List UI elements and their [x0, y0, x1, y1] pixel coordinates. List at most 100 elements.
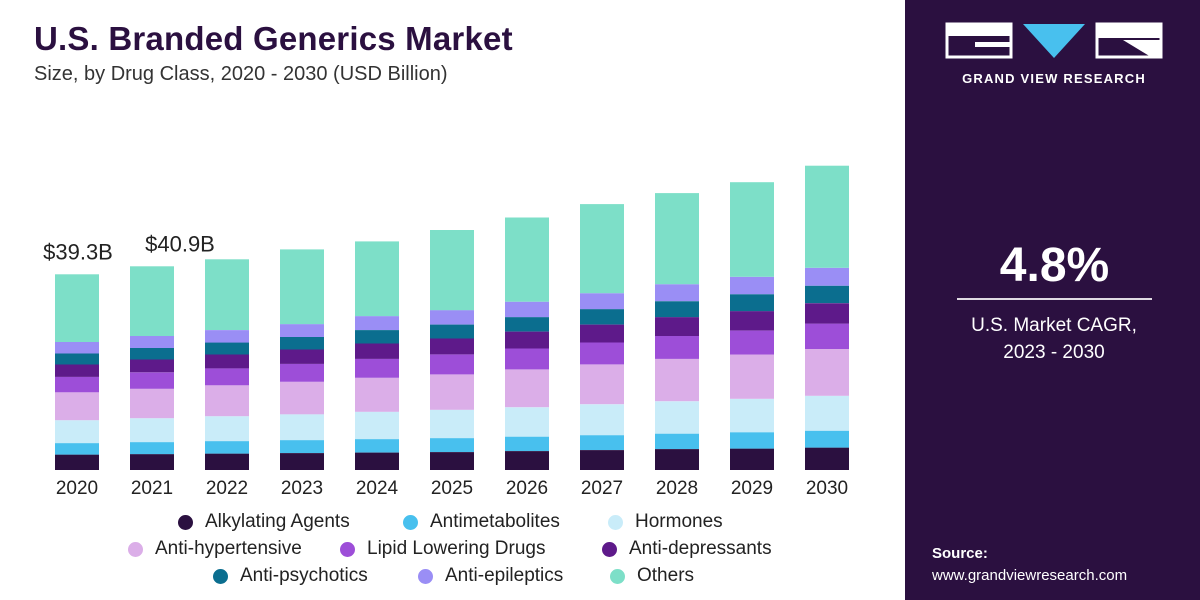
bar-segment-2024-6	[355, 330, 399, 344]
bar-segment-2020-5	[55, 364, 99, 377]
bar-segment-2021-5	[130, 359, 174, 373]
source-label: Source:	[932, 545, 988, 562]
legend-label: Anti-epileptics	[445, 565, 564, 586]
bar-segment-2027-4	[580, 342, 624, 365]
bar-segment-2025-0	[430, 452, 474, 470]
bar-segment-2024-7	[355, 316, 399, 330]
bar-segment-2028-3	[655, 358, 699, 402]
bar-segment-2030-1	[805, 430, 849, 448]
bar-segment-2029-3	[730, 354, 774, 399]
bar-segment-2022-8	[205, 259, 249, 330]
bar-segment-2023-2	[280, 414, 324, 441]
legend-item: Anti-epileptics	[418, 565, 563, 587]
bar-segment-2023-1	[280, 440, 324, 453]
cagr-label: U.S. Market CAGR, 2023 - 2030	[945, 312, 1163, 366]
bar-segment-2026-6	[505, 317, 549, 332]
bar-segment-2030-8	[805, 165, 849, 268]
bar-segment-2028-7	[655, 284, 699, 302]
x-tick-label: 2023	[281, 478, 323, 499]
bar-segment-2023-0	[280, 453, 324, 470]
cagr-value: 4.8%	[999, 239, 1110, 292]
legend-item: Anti-hypertensive	[128, 538, 302, 560]
legend-label: Anti-depressants	[629, 538, 772, 559]
bar-segment-2026-8	[505, 217, 549, 302]
legend-label: Hormones	[635, 511, 723, 532]
bar-segment-2030-3	[805, 349, 849, 396]
bar-segment-2024-1	[355, 439, 399, 453]
legend-swatch-icon	[610, 568, 625, 584]
bar-segment-2028-5	[655, 317, 699, 336]
bar-segment-2020-4	[55, 376, 99, 393]
legend-swatch-icon	[128, 541, 143, 557]
x-tick-label: 2026	[506, 478, 548, 499]
bar-segment-2021-4	[130, 372, 174, 389]
bar-segment-2025-8	[430, 230, 474, 311]
bar-segment-2030-6	[805, 285, 849, 304]
value-label-2020: $39.3B	[43, 239, 113, 264]
bar-segment-2029-5	[730, 311, 774, 331]
bar-segment-2020-8	[55, 274, 99, 342]
bar-segment-2020-0	[55, 454, 99, 470]
legend-label: Lipid Lowering Drugs	[367, 538, 546, 559]
bar-segment-2020-7	[55, 342, 99, 354]
bar-segment-2025-5	[430, 338, 474, 355]
bar-segment-2028-8	[655, 193, 699, 285]
bar-segment-2027-2	[580, 404, 624, 436]
legend-item: Anti-psychotics	[213, 565, 368, 587]
bar-segment-2025-3	[430, 374, 474, 410]
bar-segment-2023-7	[280, 324, 324, 337]
bar-segment-2022-7	[205, 330, 249, 343]
bar-segment-2026-7	[505, 301, 549, 318]
bar-segment-2029-2	[730, 398, 774, 433]
bar-segment-2024-5	[355, 343, 399, 359]
legend-label: Anti-hypertensive	[155, 538, 302, 559]
bar-segment-2024-2	[355, 411, 399, 440]
bar-segment-2023-3	[280, 381, 324, 415]
bar-segment-2025-1	[430, 438, 474, 452]
legend-item: Antimetabolites	[403, 511, 560, 533]
bar-segment-2026-0	[505, 451, 549, 470]
bar-segment-2025-2	[430, 409, 474, 439]
legend-swatch-icon	[340, 541, 355, 557]
legend-swatch-icon	[403, 514, 418, 530]
bar-segment-2024-3	[355, 377, 399, 412]
bar-segment-2027-8	[580, 204, 624, 294]
legend-item: Hormones	[608, 511, 723, 533]
bar-segment-2027-7	[580, 293, 624, 310]
bar-segment-2027-5	[580, 324, 624, 343]
bar-segment-2020-2	[55, 420, 99, 444]
bar-segment-2030-4	[805, 323, 849, 349]
bar-segment-2027-6	[580, 309, 624, 325]
chart-legend: Alkylating Agents Antimetabolites Hormones…	[0, 505, 905, 595]
bar-segment-2027-0	[580, 450, 624, 470]
bar-segment-2021-1	[130, 442, 174, 455]
bar-segment-2021-3	[130, 388, 174, 419]
bar-segment-2022-1	[205, 441, 249, 454]
legend-label: Alkylating Agents	[205, 511, 350, 532]
chart-area: U.S. Branded Generics Market Size, by Dr…	[0, 20, 905, 595]
legend-label: Others	[637, 565, 695, 586]
bar-segment-2029-7	[730, 276, 774, 295]
bar-segment-2029-8	[730, 182, 774, 277]
bar-segment-2025-6	[430, 324, 474, 339]
bar-segment-2028-1	[655, 433, 699, 449]
legend-item: Alkylating Agents	[178, 511, 350, 533]
cagr-label-line1: U.S. Market CAGR,	[971, 315, 1137, 336]
cagr-label-line2: 2023 - 2030	[1003, 342, 1105, 363]
legend-swatch-icon	[213, 568, 228, 584]
bar-segment-2022-2	[205, 416, 249, 442]
legend-swatch-icon	[602, 541, 617, 557]
x-tick-label: 2022	[206, 478, 248, 499]
x-tick-label: 2024	[356, 478, 399, 499]
brand-name: GRAND VIEW RESEARCH	[962, 71, 1146, 86]
bar-segment-2027-3	[580, 364, 624, 405]
bar-segment-2022-5	[205, 354, 249, 369]
bar-segment-2026-5	[505, 331, 549, 349]
x-tick-label: 2025	[431, 478, 473, 499]
bar-segment-2028-0	[655, 449, 699, 470]
bar-segment-2023-4	[280, 363, 324, 382]
legend-swatch-icon	[418, 568, 433, 584]
bar-segment-2023-6	[280, 337, 324, 350]
bar-segment-2022-6	[205, 342, 249, 355]
x-tick-label: 2020	[56, 478, 98, 499]
